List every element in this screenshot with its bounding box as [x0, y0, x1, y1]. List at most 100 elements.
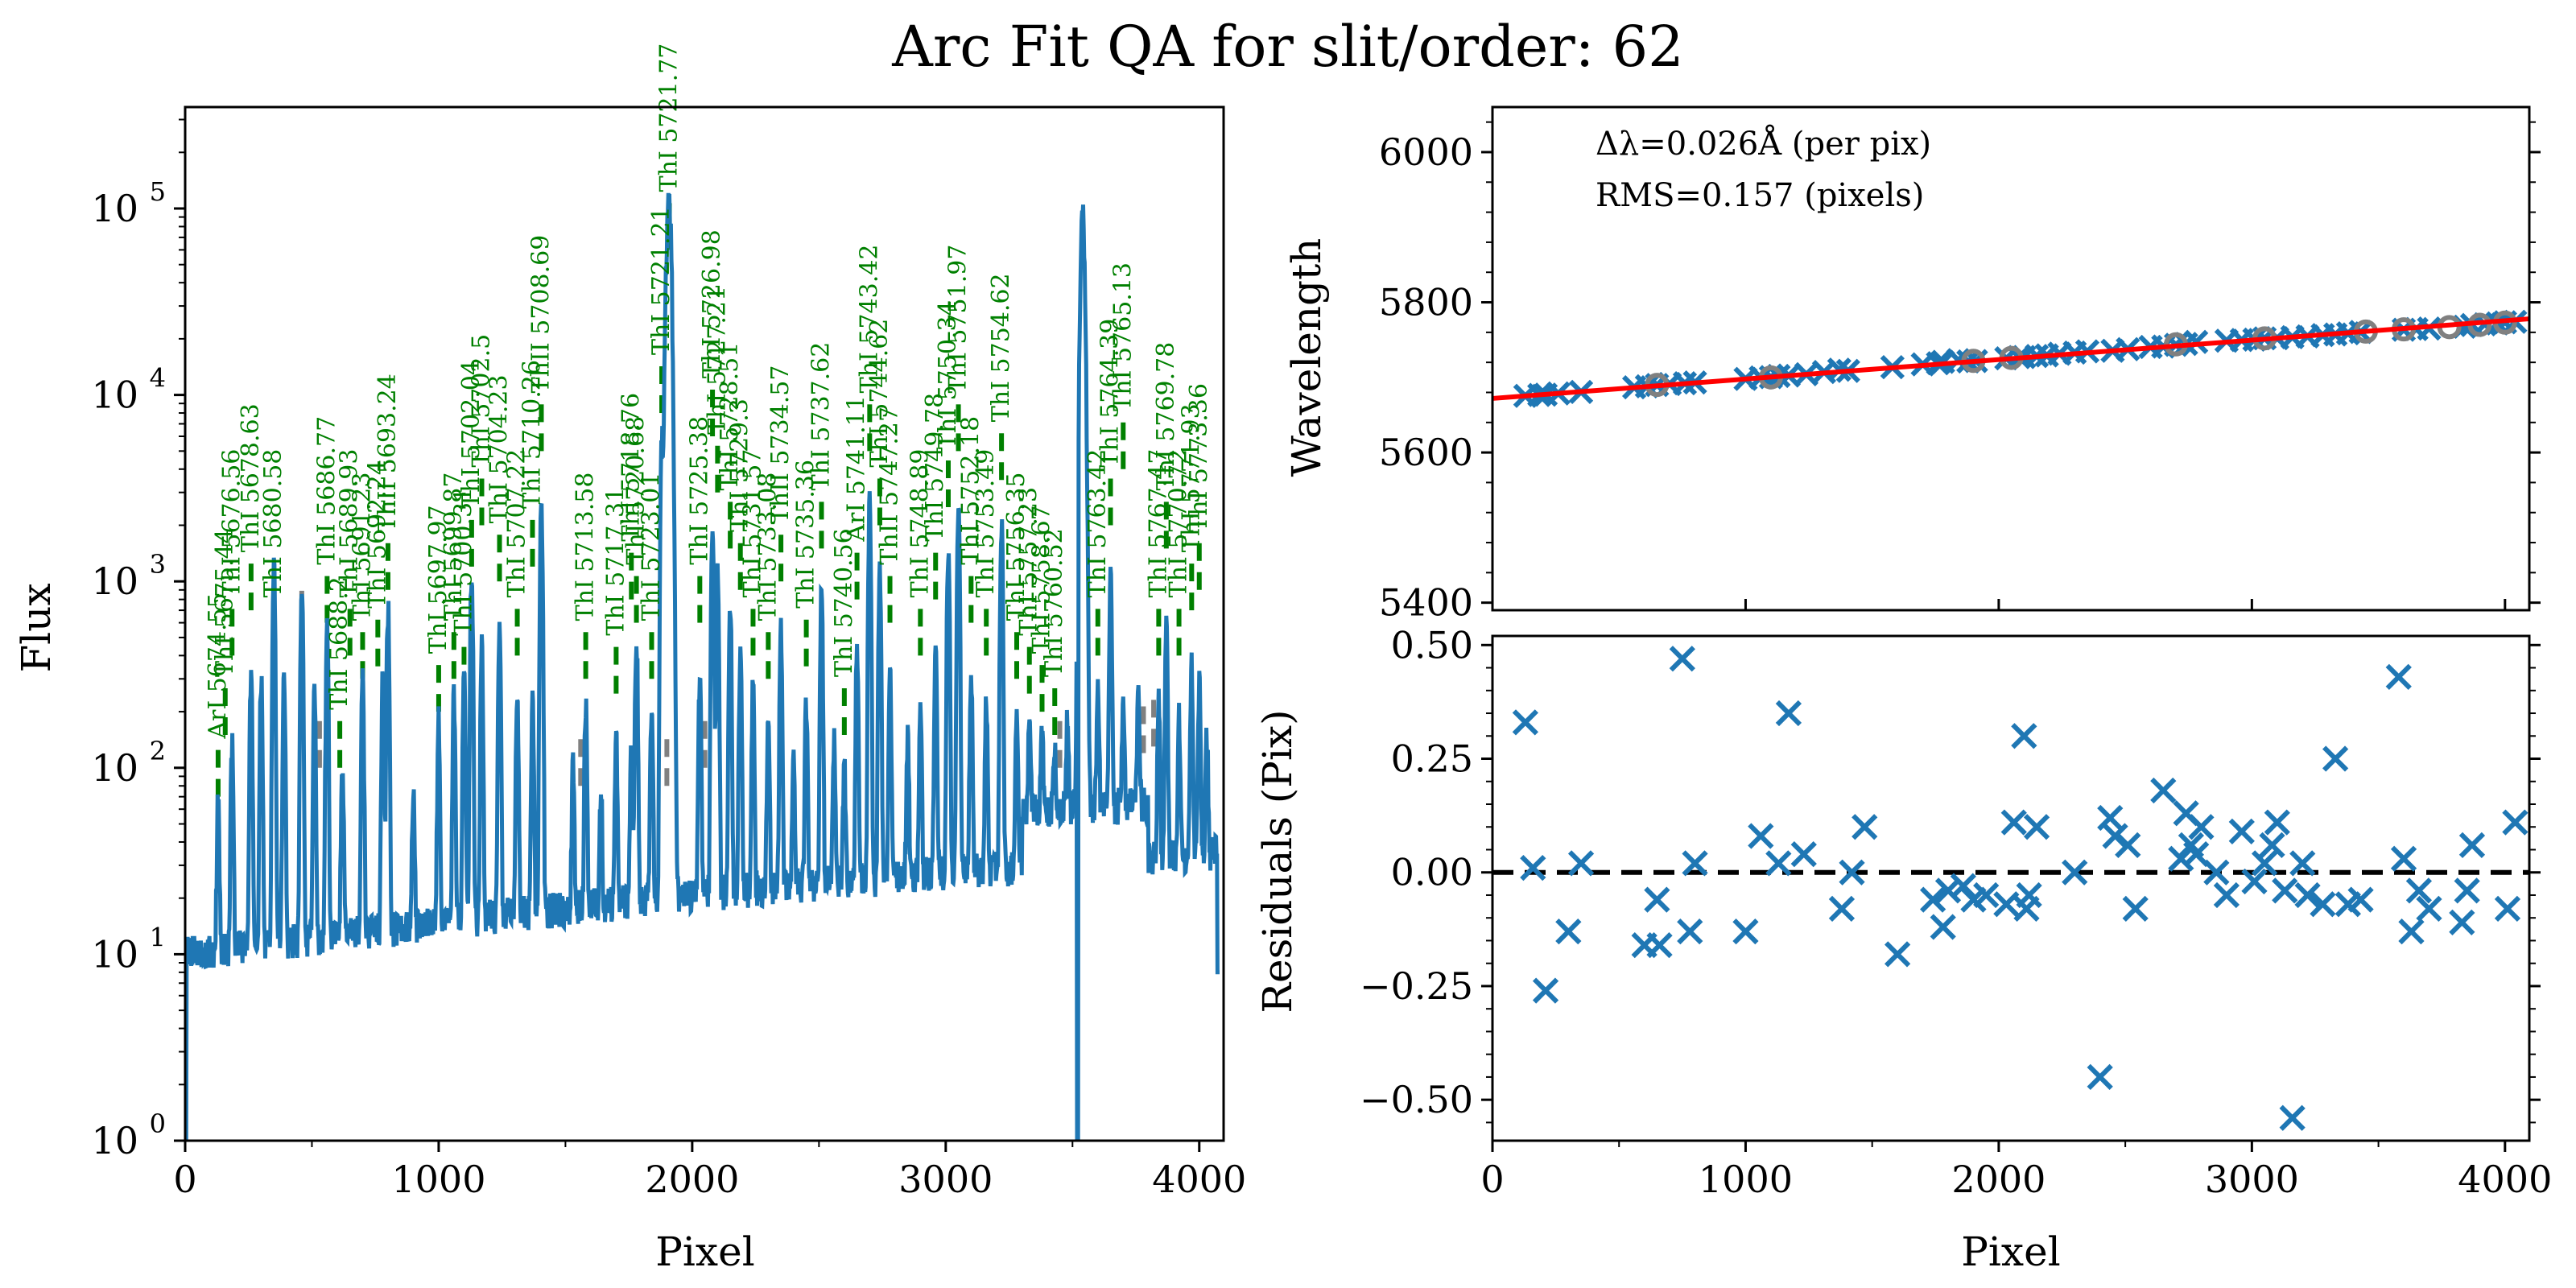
residual-point-63	[2416, 895, 2442, 923]
line-label-38: ArI 5741.11	[843, 395, 871, 542]
residual-point-16	[1828, 895, 1856, 923]
spectrum-y-tick-exp-2: 2	[150, 736, 166, 766]
line-label-12: ThI 5699.87	[440, 473, 468, 621]
wavelength-y-tick-label-2: 5800	[1379, 281, 1473, 324]
line-label-42: ThI 5748.89	[906, 449, 934, 598]
residuals-y-tick-label-3: −0.25	[1360, 964, 1473, 1008]
residual-point-61	[2398, 919, 2425, 945]
line-label-60: ThI 5773.36	[1185, 383, 1213, 532]
line-label-29: ThI 5727.21	[703, 286, 731, 435]
line-label-1: ThI 5675.44	[211, 528, 239, 677]
line-label-47: ThI 5753.49	[972, 449, 1000, 598]
spectrum-y-tick-label-0: 10	[91, 1119, 138, 1162]
line-label-52: ThI 5760.52	[1040, 528, 1068, 677]
line-label-33: ThI 5733.08	[753, 473, 782, 621]
residual-point-68	[2502, 809, 2529, 836]
spectrum-y-tick-label-3: 10	[91, 559, 138, 603]
residual-point-48	[2251, 850, 2278, 877]
line-label-23: ThI 5720.68	[622, 416, 650, 565]
residual-point-25	[1973, 881, 2000, 909]
residuals-x-tick-label-2: 2000	[1951, 1158, 2046, 1201]
residual-point-35	[2102, 823, 2128, 849]
residual-point-46	[2228, 818, 2255, 845]
spectrum-y-tick-exp-4: 4	[150, 363, 166, 394]
line-label-43: ThI 5749.78	[921, 393, 949, 542]
residual-point-60	[2390, 845, 2417, 872]
residual-point-11	[1732, 919, 1759, 945]
line-label-32: ThI 5731.57	[738, 449, 766, 598]
residuals-y-tick-label-4: −0.50	[1360, 1078, 1473, 1121]
residual-point-47	[2241, 868, 2268, 895]
spectrum-y-tick-label-2: 10	[91, 746, 138, 790]
residuals-axes: 0 1000 2000 3000 4000 0.50 0.25 0.00 −0.25 −0.50	[1360, 623, 2552, 1201]
wavelength-frame	[1491, 105, 2531, 612]
line-label-17: ThI 5707.22	[503, 449, 531, 598]
line-label-9: ThI 5692.24	[363, 460, 391, 609]
residual-point-53	[2289, 850, 2316, 877]
residual-point-64	[2449, 909, 2475, 935]
residual-point-17	[1839, 859, 1865, 886]
residual-point-54	[2294, 881, 2321, 909]
residual-point-6	[1644, 886, 1670, 913]
residual-point-36	[2115, 832, 2141, 858]
residual-point-52	[2279, 1104, 2306, 1131]
line-label-4: ThI 5680.58	[259, 449, 287, 598]
residual-point-44	[2203, 859, 2230, 886]
line-label-41: ThII 5747.27	[876, 407, 904, 565]
line-label-54: ThI 5764.39	[1096, 319, 1125, 468]
line-label-31: ThI 5729.3	[726, 398, 754, 532]
residual-point-20	[1920, 886, 1946, 913]
residuals-x-tick-label-0: 0	[1480, 1158, 1504, 1201]
line-label-15: ThI 5702.5	[467, 334, 495, 468]
residual-point-67	[2494, 895, 2521, 923]
residual-point-1	[1520, 854, 1546, 881]
residuals-x-tick-label-1: 1000	[1699, 1158, 1793, 1201]
residual-point-42	[2183, 841, 2210, 868]
residual-point-58	[2347, 886, 2374, 913]
residual-point-66	[2458, 832, 2486, 858]
line-label-24: ThI 5723.01	[637, 473, 665, 621]
residual-point-55	[2310, 891, 2336, 918]
line-label-14: ThI 5702.04	[457, 360, 485, 509]
spectrum-y-tick-label-5: 10	[91, 187, 138, 230]
line-label-27: ThI 5725.38	[685, 416, 713, 565]
residual-point-62	[2405, 877, 2433, 904]
line-label-16: ThI 5704.23	[485, 374, 514, 523]
residual-point-19	[1885, 941, 1911, 968]
residual-point-18	[1852, 814, 1878, 840]
spectrum-y-tick-exp-0: 0	[150, 1108, 166, 1139]
spectrum-x-tick-label-3: 3000	[898, 1158, 993, 1201]
residual-point-50	[2264, 809, 2290, 836]
line-label-46: ThI 5752.18	[956, 416, 985, 565]
residuals-x-tick-label-4: 4000	[2458, 1158, 2552, 1201]
residuals-y-tick-label-2: 0.00	[1391, 851, 1473, 894]
spectrum-frame	[184, 105, 1225, 1142]
wavelength-panel: 5400 5600 5800 6000 Wavelength Δλ=0.026Å (p…	[1283, 105, 2541, 625]
wavelength-point-41	[2184, 329, 2209, 354]
residual-point-28	[2011, 723, 2037, 749]
spectrum-y-label: Flux	[13, 583, 60, 672]
line-label-56: ThI 5767.47	[1144, 449, 1172, 598]
line-label-5: ThI 5686.77	[312, 416, 341, 565]
line-label-19: ThII 5708.69	[526, 235, 555, 394]
line-label-40: ThI 5744.62	[865, 319, 894, 468]
residuals-frame	[1491, 634, 2531, 1142]
fit-line	[1492, 316, 2530, 401]
spectrum-x-tick-label-4: 4000	[1152, 1158, 1246, 1201]
residual-point-34	[2097, 804, 2124, 832]
residual-point-12	[1748, 823, 1774, 849]
residual-point-30	[2016, 881, 2042, 909]
residual-point-2	[1532, 977, 1559, 1004]
residual-point-10	[1682, 850, 1708, 877]
residuals-x-tick-label-3: 3000	[2205, 1158, 2299, 1201]
residual-point-56	[2322, 745, 2349, 772]
line-label-26: ThI 5721.77	[655, 43, 683, 192]
line-label-50: ThI 5757.23	[1015, 487, 1043, 636]
residuals-panel: 0 1000 2000 3000 40000.500.250.00−0.25−0.50 …	[1254, 623, 2552, 1275]
residual-point-32	[2062, 859, 2088, 886]
residuals-x-label: Pixel	[1961, 1228, 2060, 1275]
line-label-55: ThI 5765.13	[1108, 262, 1137, 411]
residual-point-7	[1646, 931, 1673, 959]
